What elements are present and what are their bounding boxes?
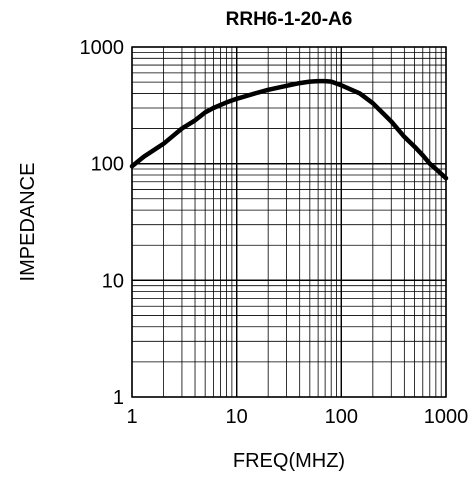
grid-minor [132,47,446,397]
y-tick-label: 100 [91,154,124,176]
y-tick-labels: 1 10 100 1000 [80,37,125,409]
x-tick-label: 10 [226,406,248,428]
grid-major [131,46,447,398]
y-axis-label: IMPEDANCE [17,163,39,282]
plot-frame [131,46,447,398]
x-tick-label: 1000 [424,406,469,428]
chart-title: RRH6-1-20-A6 [226,9,353,30]
y-tick-label: 1000 [80,37,125,59]
y-tick-label: 1 [113,387,124,409]
x-tick-labels: 1 10 100 1000 [126,406,468,428]
y-tick-label: 10 [102,270,124,292]
x-axis-label: FREQ(MHZ) [233,450,345,472]
x-tick-label: 100 [325,406,358,428]
x-tick-label: 1 [126,406,137,428]
impedance-curve [129,78,449,181]
